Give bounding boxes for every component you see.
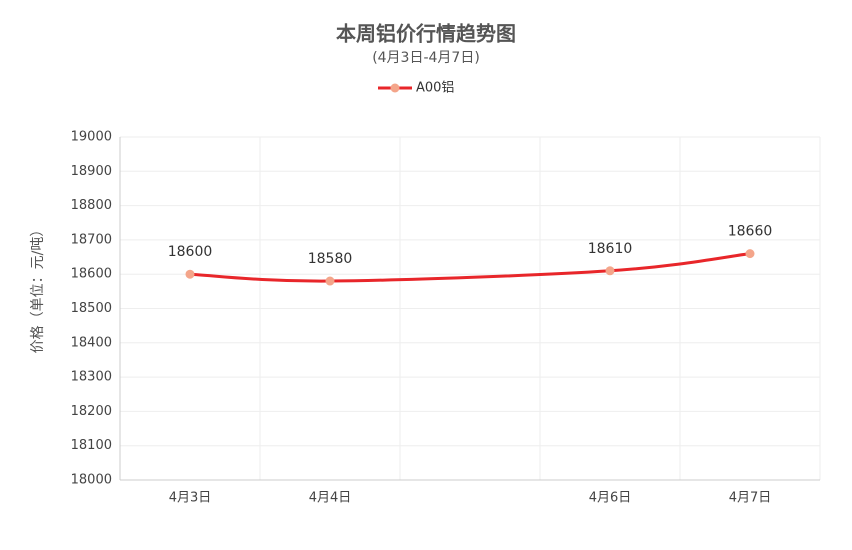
y-tick-label: 18600: [71, 267, 112, 282]
data-label: 18600: [168, 244, 213, 260]
point: [185, 269, 195, 279]
y-tick-label: 18500: [71, 301, 112, 316]
y-tick-label: 18200: [71, 404, 112, 419]
y-tick-label: 18800: [71, 198, 112, 213]
y-tick-label: 18400: [71, 335, 112, 350]
y-tick-label: 18900: [71, 164, 112, 179]
x-tick-label: 4月4日: [309, 491, 352, 506]
point: [745, 249, 755, 259]
y-tick-label: 19000: [71, 130, 112, 145]
y-axis-label: 价格（单位：元/吨）: [30, 223, 46, 354]
x-tick-label: 4月3日: [169, 491, 212, 506]
point: [605, 266, 615, 276]
y-tick-label: 18000: [71, 473, 112, 488]
data-label: 18580: [308, 251, 353, 267]
x-tick-label: 4月6日: [589, 491, 632, 506]
x-tick-label: 4月7日: [729, 491, 772, 506]
legend-label: A00铝: [416, 81, 454, 96]
data-label: 18660: [728, 224, 773, 240]
chart-title: 本周铝价行情趋势图: [336, 22, 516, 46]
y-tick-label: 18700: [71, 232, 112, 247]
point: [325, 276, 335, 286]
data-label: 18610: [588, 241, 633, 257]
legend-marker: [390, 83, 400, 93]
y-tick-label: 18100: [71, 438, 112, 453]
chart-subtitle: (4月3日-4月7日): [372, 50, 480, 66]
series-line: [189, 252, 751, 283]
y-tick-label: 18300: [71, 370, 112, 385]
